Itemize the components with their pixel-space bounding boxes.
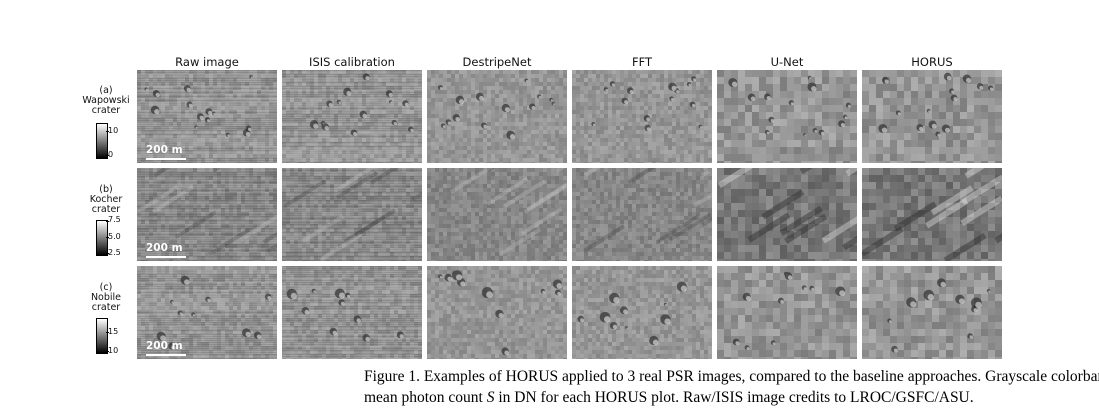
colorbar-b-tick-mid: 5.0 <box>108 232 121 241</box>
column-title-fft: FFT <box>631 55 653 69</box>
colorbar-a-tick-low: 0 <box>108 150 114 159</box>
panel-b-destripenet <box>427 168 567 261</box>
panel-c-destripenet <box>427 266 567 359</box>
caption-line-1: Figure 1. Examples of HORUS applied to 3… <box>364 368 1099 385</box>
column-title-raw: Raw image <box>175 55 239 69</box>
colorbar-a <box>96 123 108 159</box>
scalebar-b-label: 200 m <box>146 242 183 254</box>
row-label-c: (c) Nobile crater <box>90 282 122 313</box>
scalebar-a-label: 200 m <box>146 144 183 156</box>
row-label-a: (a) Wapowski crater <box>82 85 130 116</box>
figure-caption: Figure 1. Examples of HORUS applied to 3… <box>364 366 1099 387</box>
colorbar-b-tick-high: 7.5 <box>108 215 121 224</box>
colorbar-c-tick-high: 15 <box>108 327 119 336</box>
panel-a-raw <box>137 70 277 163</box>
colorbar-b-tick-low: 2.5 <box>108 248 121 257</box>
panel-a-fft <box>572 70 712 163</box>
scalebar-c-label: 200 m <box>146 340 183 352</box>
panel-c-unet <box>717 266 857 359</box>
caption-line-2: mean photon count S in DN for each HORUS… <box>364 389 974 406</box>
panel-a-horus <box>862 70 1002 163</box>
panel-c-raw <box>137 266 277 359</box>
panel-c-fft <box>572 266 712 359</box>
caption-symbol-s: S <box>486 389 495 406</box>
panel-b-fft <box>572 168 712 261</box>
panel-b-unet <box>717 168 857 261</box>
colorbar-c-tick-low: 10 <box>108 346 119 355</box>
panel-c-isis <box>282 266 422 359</box>
panel-a-unet <box>717 70 857 163</box>
panel-a-isis <box>282 70 422 163</box>
column-title-isis: ISIS calibration <box>309 55 395 69</box>
colorbar-b <box>96 220 108 256</box>
panel-a-destripenet <box>427 70 567 163</box>
panel-b-raw <box>137 168 277 261</box>
row-label-b: (b) Kocher crater <box>89 184 123 215</box>
panel-c-horus <box>862 266 1002 359</box>
column-title-horus: HORUS <box>911 55 953 69</box>
column-title-destripenet: DestripeNet <box>462 55 532 69</box>
panel-b-isis <box>282 168 422 261</box>
colorbar-a-tick-high: 10 <box>108 126 119 135</box>
panel-b-horus <box>862 168 1002 261</box>
scalebar-a-line <box>146 158 186 160</box>
scalebar-c-line <box>146 354 186 356</box>
column-title-unet: U-Net <box>770 55 804 69</box>
scalebar-b-line <box>146 256 186 258</box>
colorbar-c <box>96 318 108 354</box>
